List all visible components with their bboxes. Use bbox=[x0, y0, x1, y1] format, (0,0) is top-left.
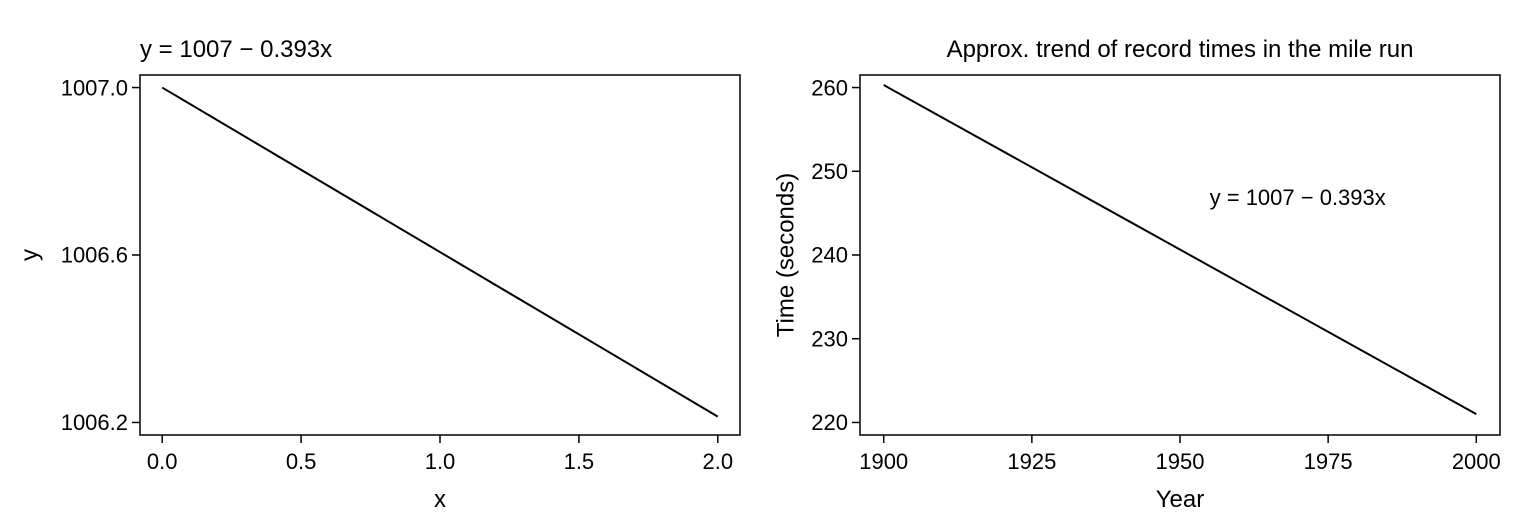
y-axis-label: Time (seconds) bbox=[773, 173, 800, 337]
y-tick-label: 260 bbox=[811, 75, 848, 100]
chart-title: y = 1007 − 0.393x bbox=[140, 36, 332, 63]
plot-frame bbox=[140, 75, 740, 435]
trend-line bbox=[884, 85, 1477, 414]
x-tick-label: 1925 bbox=[1007, 449, 1056, 474]
x-tick-label: 2.0 bbox=[702, 449, 733, 474]
plot-frame bbox=[860, 75, 1500, 435]
x-axis-label: Year bbox=[1156, 486, 1205, 513]
figure-canvas: 0.0 0.5 1.0 1.5 2.0 1006.2 1006.6 1007.0 x y y = 1… bbox=[0, 0, 1536, 528]
chart-panel-left: 0.0 0.5 1.0 1.5 2.0 1006.2 1006.6 1007.0 x y y = 1… bbox=[16, 36, 740, 513]
y-axis-label: y bbox=[16, 249, 43, 261]
chart-panel-right: 1900 1925 1950 1975 2000 220 230 240 250 260 Year T… bbox=[773, 36, 1501, 513]
x-tick-label: 1.5 bbox=[564, 449, 595, 474]
x-tick-label: 1.0 bbox=[425, 449, 456, 474]
x-tick-label: 1950 bbox=[1156, 449, 1205, 474]
x-tick-label: 0.5 bbox=[286, 449, 317, 474]
x-axis-label: x bbox=[434, 486, 446, 513]
x-tick-label: 1900 bbox=[859, 449, 908, 474]
y-tick-label: 230 bbox=[811, 326, 848, 351]
y-tick-label: 250 bbox=[811, 159, 848, 184]
x-tick-label: 2000 bbox=[1452, 449, 1501, 474]
chart-title: Approx. trend of record times in the mil… bbox=[947, 36, 1414, 63]
y-tick-label: 240 bbox=[811, 243, 848, 268]
y-tick-label: 1006.6 bbox=[61, 243, 128, 268]
y-tick-label: 1007.0 bbox=[61, 75, 128, 100]
y-tick-label: 1006.2 bbox=[61, 410, 128, 435]
annotation-text: y = 1007 − 0.393x bbox=[1210, 185, 1386, 210]
x-tick-label: 0.0 bbox=[147, 449, 178, 474]
y-tick-label: 220 bbox=[811, 410, 848, 435]
trend-line bbox=[162, 88, 718, 417]
x-tick-label: 1975 bbox=[1304, 449, 1353, 474]
